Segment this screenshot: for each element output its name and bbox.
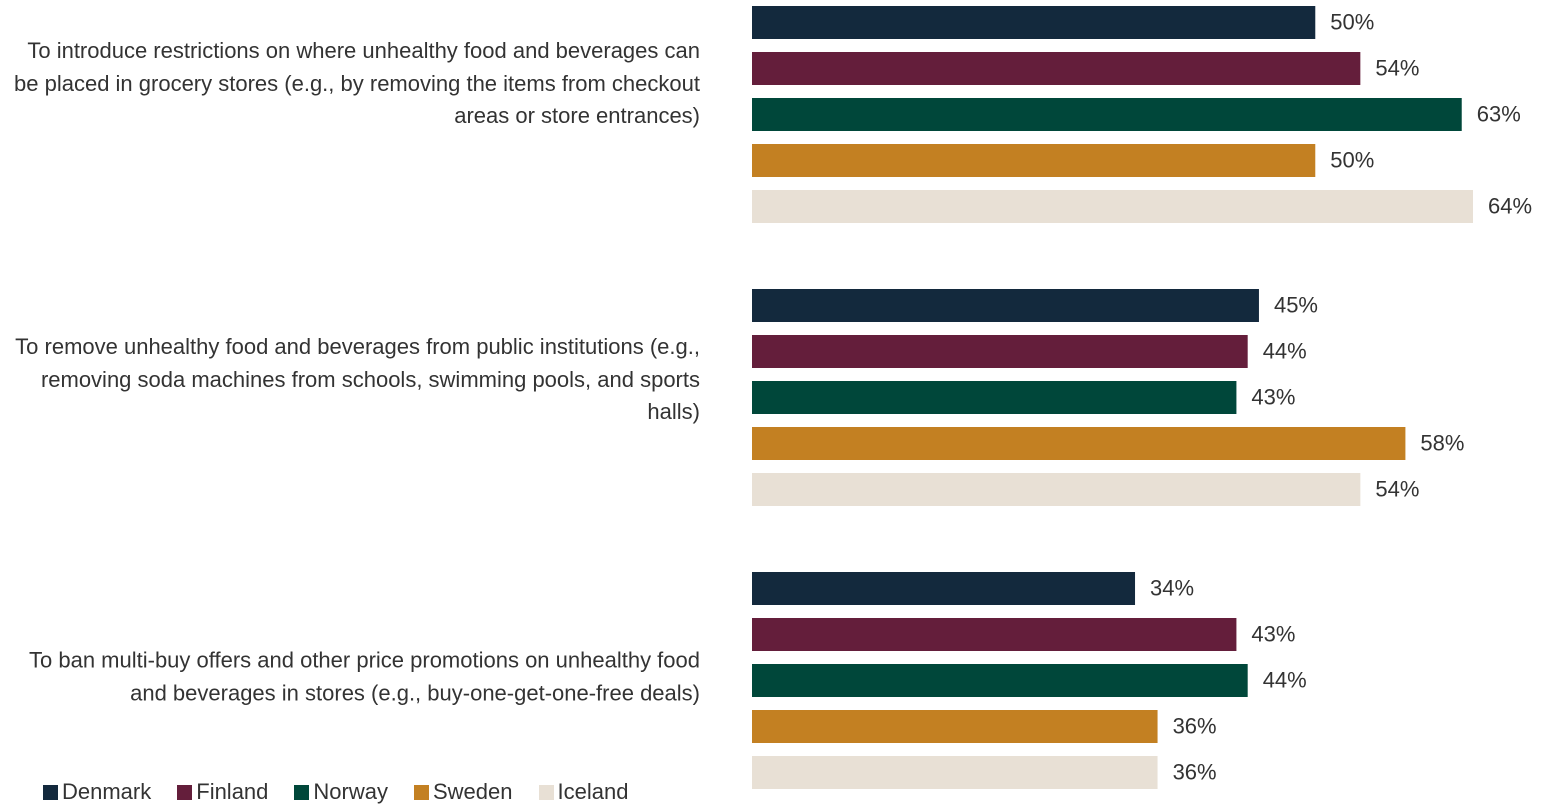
category-label: To introduce restrictions on where unhea…	[14, 37, 700, 129]
value-label: 63%	[1477, 101, 1521, 126]
bar	[752, 144, 1316, 177]
legend-item: Denmark	[43, 779, 151, 805]
value-label: 64%	[1488, 193, 1532, 218]
legend-label: Sweden	[432, 779, 513, 804]
legend-item: Finland	[177, 779, 268, 805]
value-label: 43%	[1251, 621, 1295, 646]
value-label: 36%	[1173, 713, 1217, 738]
bar	[752, 6, 1316, 39]
category-label: To remove unhealthy food and beverages f…	[15, 333, 700, 425]
value-label: 43%	[1251, 384, 1295, 409]
legend-label: Norway	[313, 779, 388, 804]
legend-swatch	[413, 784, 429, 800]
bar	[752, 335, 1248, 368]
legend-swatch	[538, 784, 554, 800]
legend-item: Sweden	[413, 779, 513, 805]
legend-label: Iceland	[557, 779, 629, 804]
legend-item: Norway	[294, 779, 388, 805]
legend-swatch	[294, 784, 310, 800]
legend-item: Iceland	[538, 779, 629, 805]
category-label: To ban multi-buy offers and other price …	[29, 647, 700, 705]
bar	[752, 381, 1237, 414]
bar	[752, 618, 1237, 651]
bar	[752, 98, 1462, 131]
legend-swatch	[177, 784, 193, 800]
bar	[752, 190, 1473, 223]
value-label: 44%	[1263, 338, 1307, 363]
value-label: 34%	[1150, 575, 1194, 600]
bar	[752, 664, 1248, 697]
bar	[752, 52, 1361, 85]
value-label: 36%	[1173, 759, 1217, 784]
bar	[752, 427, 1406, 460]
value-label: 54%	[1375, 476, 1419, 501]
value-label: 50%	[1330, 9, 1374, 34]
bar	[752, 710, 1158, 743]
legend-label: Denmark	[62, 779, 152, 804]
legend-label: Finland	[196, 779, 269, 804]
value-label: 45%	[1274, 292, 1318, 317]
legend: Denmark Finland Norway Sweden Iceland	[43, 779, 654, 805]
value-label: 54%	[1375, 55, 1419, 80]
bar	[752, 756, 1158, 789]
value-label: 58%	[1420, 430, 1464, 455]
value-label: 44%	[1263, 667, 1307, 692]
value-label: 50%	[1330, 147, 1374, 172]
bar	[752, 572, 1136, 605]
bar	[752, 473, 1361, 506]
bar	[752, 289, 1259, 322]
legend-swatch	[43, 784, 58, 800]
